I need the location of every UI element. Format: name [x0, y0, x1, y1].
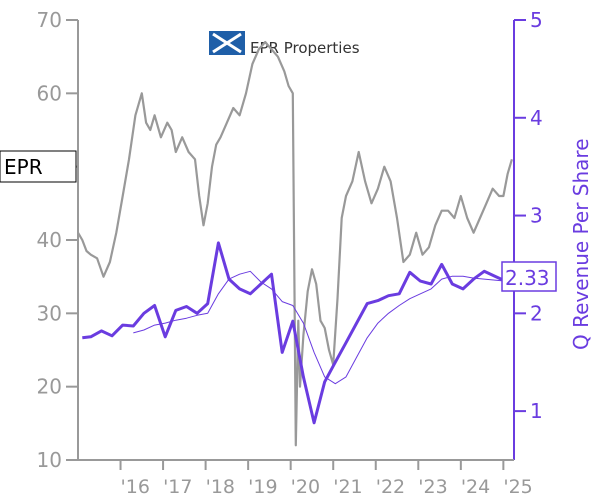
- x-axis: '16 '17 '18 '19 '20 '21 '22 '23 '24 '25: [78, 459, 533, 498]
- left-tick-label: 20: [37, 375, 62, 399]
- last-value-frame: [501, 261, 557, 292]
- quarterly-revenue-line: [82, 241, 507, 425]
- x-tick-label: '16: [121, 476, 150, 498]
- last-value-label: 2.33: [505, 266, 550, 290]
- right-axis-label: Q Revenue Per Share: [569, 138, 593, 350]
- x-tick-label: '24: [461, 476, 490, 498]
- ticker-label-frame: [0, 150, 77, 183]
- x-tick-label: '25: [503, 476, 532, 498]
- last-value-box: 2.33: [501, 261, 557, 292]
- left-axis: 10203040506070: [37, 8, 79, 472]
- trailing-revenue-line: [133, 270, 506, 385]
- right-tick-label: 3: [530, 204, 543, 228]
- left-tick-label: 10: [37, 448, 62, 472]
- price-line: [77, 40, 513, 447]
- left-tick-label: 30: [37, 301, 62, 325]
- right-tick-label: 2: [530, 301, 543, 325]
- x-tick-label: '21: [333, 476, 362, 498]
- x-tick-label: '17: [163, 476, 192, 498]
- series-layer: [77, 40, 513, 447]
- x-tick-label: '18: [206, 476, 235, 498]
- right-tick-label: 5: [530, 8, 543, 32]
- x-tick-label: '20: [291, 476, 320, 498]
- logo-mark-icon: [212, 32, 242, 54]
- company-logo: EPR Properties: [209, 31, 360, 57]
- right-tick-label: 1: [530, 399, 543, 423]
- left-tick-label: 40: [37, 228, 62, 252]
- ticker-label: EPR: [4, 155, 43, 179]
- right-axis: 1 2 3 4 5: [513, 8, 543, 460]
- logo-text: EPR Properties: [250, 39, 360, 57]
- right-tick-label: 4: [530, 106, 543, 130]
- ticker-label-box: EPR: [0, 150, 77, 183]
- left-tick-label: 60: [37, 81, 62, 105]
- x-tick-label: '19: [248, 476, 277, 498]
- x-tick-label: '22: [376, 476, 405, 498]
- left-tick-label: 70: [37, 8, 62, 32]
- x-tick-label: '23: [418, 476, 447, 498]
